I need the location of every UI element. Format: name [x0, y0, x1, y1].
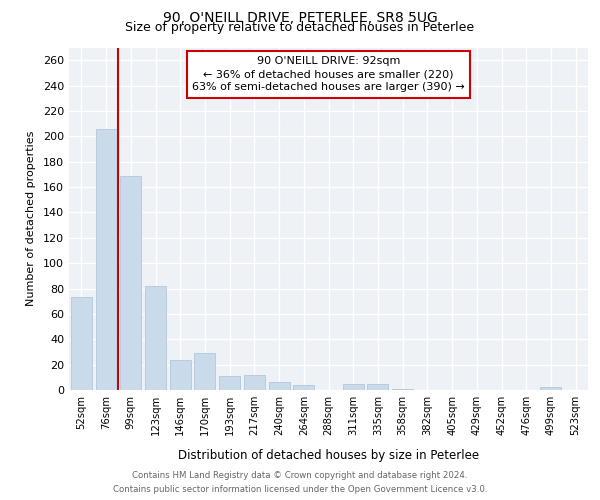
Bar	[95, 128, 116, 390]
X-axis label: Distribution of detached houses by size in Peterlee: Distribution of detached houses by size …	[178, 449, 479, 462]
Bar	[145, 286, 166, 390]
Bar	[244, 375, 265, 390]
Bar	[120, 176, 141, 390]
Bar	[293, 385, 314, 390]
Bar	[392, 388, 413, 390]
Bar	[269, 382, 290, 390]
Text: Contains HM Land Registry data © Crown copyright and database right 2024.
Contai: Contains HM Land Registry data © Crown c…	[113, 472, 487, 494]
Text: Size of property relative to detached houses in Peterlee: Size of property relative to detached ho…	[125, 22, 475, 35]
Bar	[367, 384, 388, 390]
Text: 90, O'NEILL DRIVE, PETERLEE, SR8 5UG: 90, O'NEILL DRIVE, PETERLEE, SR8 5UG	[163, 11, 437, 25]
Y-axis label: Number of detached properties: Number of detached properties	[26, 131, 36, 306]
Bar	[170, 360, 191, 390]
Bar	[194, 353, 215, 390]
Bar	[71, 298, 92, 390]
Bar	[541, 388, 562, 390]
Bar	[343, 384, 364, 390]
Text: 90 O'NEILL DRIVE: 92sqm
← 36% of detached houses are smaller (220)
63% of semi-d: 90 O'NEILL DRIVE: 92sqm ← 36% of detache…	[192, 56, 465, 92]
Bar	[219, 376, 240, 390]
